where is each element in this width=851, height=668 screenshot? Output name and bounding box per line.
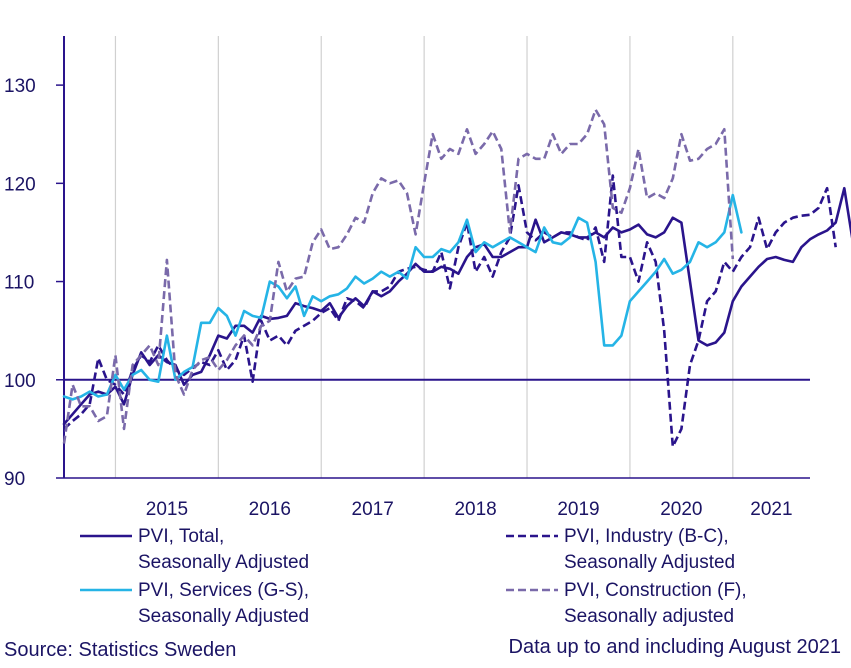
y-tick-label: 100 bbox=[4, 371, 36, 392]
legend-label-1: Seasonally Adjusted bbox=[564, 552, 735, 573]
y-tick-labels: 90 100 110 120 130 bbox=[4, 76, 36, 490]
x-tick-label: 2017 bbox=[352, 499, 394, 520]
x-tick-label: 2020 bbox=[660, 499, 702, 520]
source-note: Source: Statistics Sweden bbox=[4, 639, 237, 661]
y-tick-label: 110 bbox=[4, 273, 34, 294]
legend-label-0: PVI, Total, bbox=[138, 526, 224, 547]
legend-label-2: Seasonally Adjusted bbox=[138, 606, 309, 627]
x-tick-label: 2015 bbox=[146, 499, 188, 520]
y-tick-label: 130 bbox=[4, 76, 36, 97]
legend-label-3: PVI, Construction (F), bbox=[564, 580, 747, 601]
legend-label-1: PVI, Industry (B-C), bbox=[564, 526, 729, 547]
series-line-3 bbox=[62, 108, 735, 444]
x-tick-label: 2019 bbox=[557, 499, 599, 520]
x-tick-labels: 2015 2016 2017 2018 2019 2020 2021 bbox=[146, 499, 793, 520]
y-tick-label: 90 bbox=[4, 469, 25, 490]
legend-label-2: PVI, Services (G-S), bbox=[138, 580, 309, 601]
x-tick-label: 2016 bbox=[249, 499, 291, 520]
y-tick-label: 120 bbox=[4, 174, 36, 195]
series-lines bbox=[62, 108, 851, 448]
x-tick-label: 2018 bbox=[454, 499, 496, 520]
data-coverage-note: Data up to and including August 2021 bbox=[508, 636, 841, 658]
series-line-1 bbox=[63, 174, 837, 448]
series-line-0 bbox=[62, 186, 851, 426]
legend-label-3: Seasonally adjusted bbox=[564, 606, 734, 627]
x-tick-label: 2021 bbox=[750, 499, 792, 520]
legend-label-0: Seasonally Adjusted bbox=[138, 552, 309, 573]
grid bbox=[114, 36, 734, 478]
legend: PVI, Total, Seasonally Adjusted PVI, Indus… bbox=[80, 526, 747, 627]
